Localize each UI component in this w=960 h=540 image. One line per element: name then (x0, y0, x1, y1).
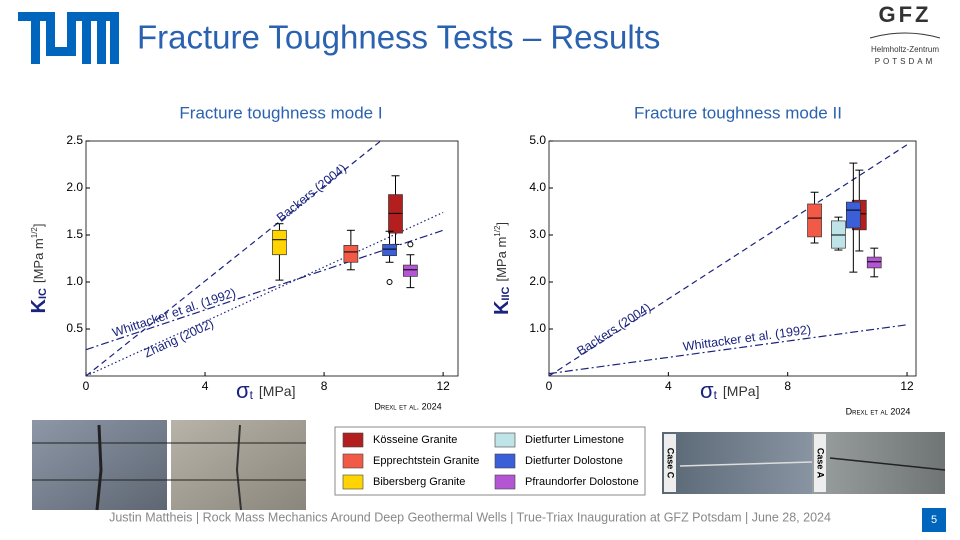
y-tick-label: 2.0 (529, 274, 546, 288)
legend-frame (334, 426, 646, 496)
y-tick-label: 4.0 (529, 180, 546, 194)
x-subscript: t (714, 388, 718, 402)
box (807, 203, 822, 238)
y-unit: [MPa m (31, 238, 46, 283)
gfz-line2: POTSDAM (875, 57, 936, 66)
y-tick-label: 1.0 (529, 321, 546, 335)
x-tick-label: 12 (436, 379, 450, 393)
legend-label: Dietfurter Dolostone (525, 455, 623, 467)
legend-label: Bibersberg Granite (373, 476, 465, 488)
photo-crack (679, 461, 813, 467)
x-axis-label: σt [MPa] (700, 378, 760, 403)
photo-crack (95, 424, 103, 511)
reference-line (548, 144, 908, 377)
x-axis-label: σt [MPa] (236, 378, 296, 403)
y-axis-label: KIIC [MPa m1/2] (491, 222, 513, 315)
x-subscript: t (250, 388, 254, 402)
gfz-name: GFZ (879, 2, 932, 27)
page-number: 5 (931, 514, 937, 526)
x-tick-label: 0 (546, 379, 553, 393)
y-symbol: K (28, 299, 50, 314)
y-unit-end: ] (31, 224, 46, 228)
box (845, 201, 861, 229)
box (343, 244, 359, 263)
box (866, 256, 882, 269)
y-tick-label: 5.0 (529, 133, 546, 147)
reference-label: Whittacker et al. (1992) (111, 286, 238, 340)
legend-swatch (494, 432, 516, 448)
legend-swatch (494, 474, 516, 490)
y-subscript: IIC (500, 286, 512, 300)
legend-swatch (342, 474, 364, 490)
page-number-box (922, 508, 946, 532)
x-tick-label: 12 (900, 379, 914, 393)
x-tick-label: 4 (202, 379, 209, 393)
y-symbol: K (491, 300, 513, 315)
chart-title: Fracture toughness mode II (634, 103, 842, 122)
box (382, 244, 397, 257)
y-unit-exp: 1/2 (493, 225, 502, 237)
y-tick-label: 2.5 (66, 133, 83, 147)
box (403, 264, 418, 277)
y-tick-label: 1.5 (66, 227, 83, 241)
gfz-arc (869, 32, 941, 39)
x-unit: [MPa] (723, 383, 760, 399)
y-unit-end: ] (494, 222, 509, 226)
legend-label: Pfraundorfer Dolostone (525, 476, 639, 488)
photo-label: Case A (816, 448, 826, 479)
gfz-logo: GFZ Helmholtz-Zentrum POTSDAM (869, 2, 941, 66)
x-tick-label: 0 (83, 379, 90, 393)
gfz-line1: Helmholtz-Zentrum (871, 45, 939, 54)
y-tick-label: 3.0 (529, 227, 546, 241)
plot-frame (85, 140, 459, 377)
footer: Justin Mattheis | Rock Mass Mechanics Ar… (109, 510, 831, 524)
outlier (386, 279, 393, 285)
y-tick-label: 0.5 (66, 321, 83, 335)
x-tick-label: 8 (321, 379, 328, 393)
slide-title: Fracture Toughness Tests – Results (137, 19, 660, 56)
credit: Drexl et al. 2024 (374, 401, 441, 411)
y-tick-label: 1.0 (66, 274, 83, 288)
legend-swatch (342, 453, 364, 469)
reference-line (85, 211, 444, 377)
y-unit-exp: 1/2 (30, 227, 39, 239)
outlier (407, 241, 414, 248)
tum-logo (18, 12, 119, 64)
legend-swatch (494, 453, 516, 469)
photo-tag (664, 434, 676, 492)
chart-title: Fracture toughness mode I (179, 103, 382, 122)
photo-crack (235, 424, 242, 511)
reference-label: Whittacker et al. (1992) (682, 322, 812, 353)
x-unit: [MPa] (259, 383, 296, 399)
reference-line (548, 324, 908, 375)
y-subscript: IC (37, 288, 49, 299)
credit: Drexl et al 2024 (846, 406, 911, 416)
box (272, 229, 287, 256)
legend-label: Epprechtstein Granite (373, 455, 479, 467)
legend-label: Dietfurter Limestone (525, 434, 624, 446)
reference-line (85, 229, 444, 351)
plot-frame (548, 140, 917, 377)
legend-swatch (342, 432, 364, 448)
legend-label: Kösseine Granite (373, 434, 457, 446)
x-tick-label: 8 (784, 379, 791, 393)
x-tick-label: 4 (665, 379, 672, 393)
reference-label: Backers (2004) (274, 161, 349, 225)
y-axis-label: KIC [MPa m1/2] (28, 224, 50, 314)
x-symbol: σ (700, 378, 714, 403)
y-unit: [MPa m (494, 237, 509, 282)
y-tick-label: 2.0 (66, 180, 83, 194)
reference-line (85, 140, 381, 377)
photo-tag (814, 434, 826, 492)
x-symbol: σ (236, 378, 250, 403)
reference-label: Backers (2004) (574, 301, 653, 359)
photo-crack (829, 457, 946, 471)
photo-label: Case C (666, 448, 676, 479)
